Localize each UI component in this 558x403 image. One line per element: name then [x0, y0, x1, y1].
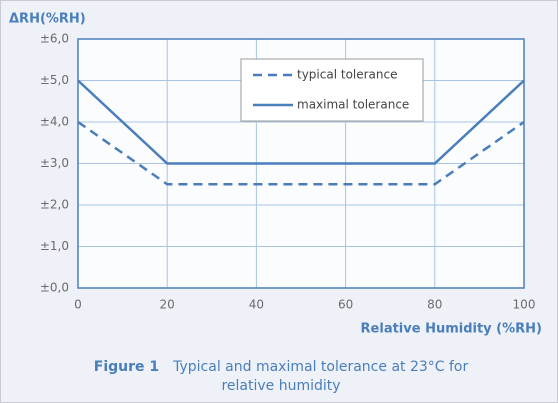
y-tick-label: ±6,0	[40, 32, 69, 46]
y-tick-label: ±1,0	[40, 239, 69, 253]
y-tick-label: ±3,0	[40, 156, 69, 170]
series-line	[77, 79, 525, 165]
plot-border	[77, 38, 525, 289]
chart: ΔRH(%RH) Relative Humidity (%RH) ±0,0 ±1,…	[9, 12, 542, 337]
caption-label: Figure 1	[93, 359, 160, 375]
x-axis-title: Relative Humidity (%RH)	[361, 322, 542, 337]
x-tick-label: 80	[427, 298, 442, 312]
x-tick-label: 100	[513, 298, 536, 312]
legend-box	[240, 58, 424, 122]
series-line	[77, 120, 525, 186]
caption: Figure 1 Typical and maximal tolerance at…	[71, 358, 491, 396]
x-tick-label: 60	[338, 298, 353, 312]
legend-label: typical tolerance	[297, 68, 398, 82]
x-tick-label: 0	[74, 298, 82, 312]
x-tick-label: 20	[160, 298, 175, 312]
y-tick-label: ±2,0	[40, 198, 69, 212]
legend-label: maximal tolerance	[297, 98, 409, 112]
x-tick-label: 40	[249, 298, 264, 312]
y-axis-title: ΔRH(%RH)	[9, 12, 86, 27]
caption-text: Typical and maximal tolerance at 23°C fo…	[173, 359, 469, 394]
y-tick-label: ±5,0	[40, 73, 69, 87]
y-tick-label: ±0,0	[40, 281, 69, 295]
y-tick-label: ±4,0	[40, 115, 69, 129]
